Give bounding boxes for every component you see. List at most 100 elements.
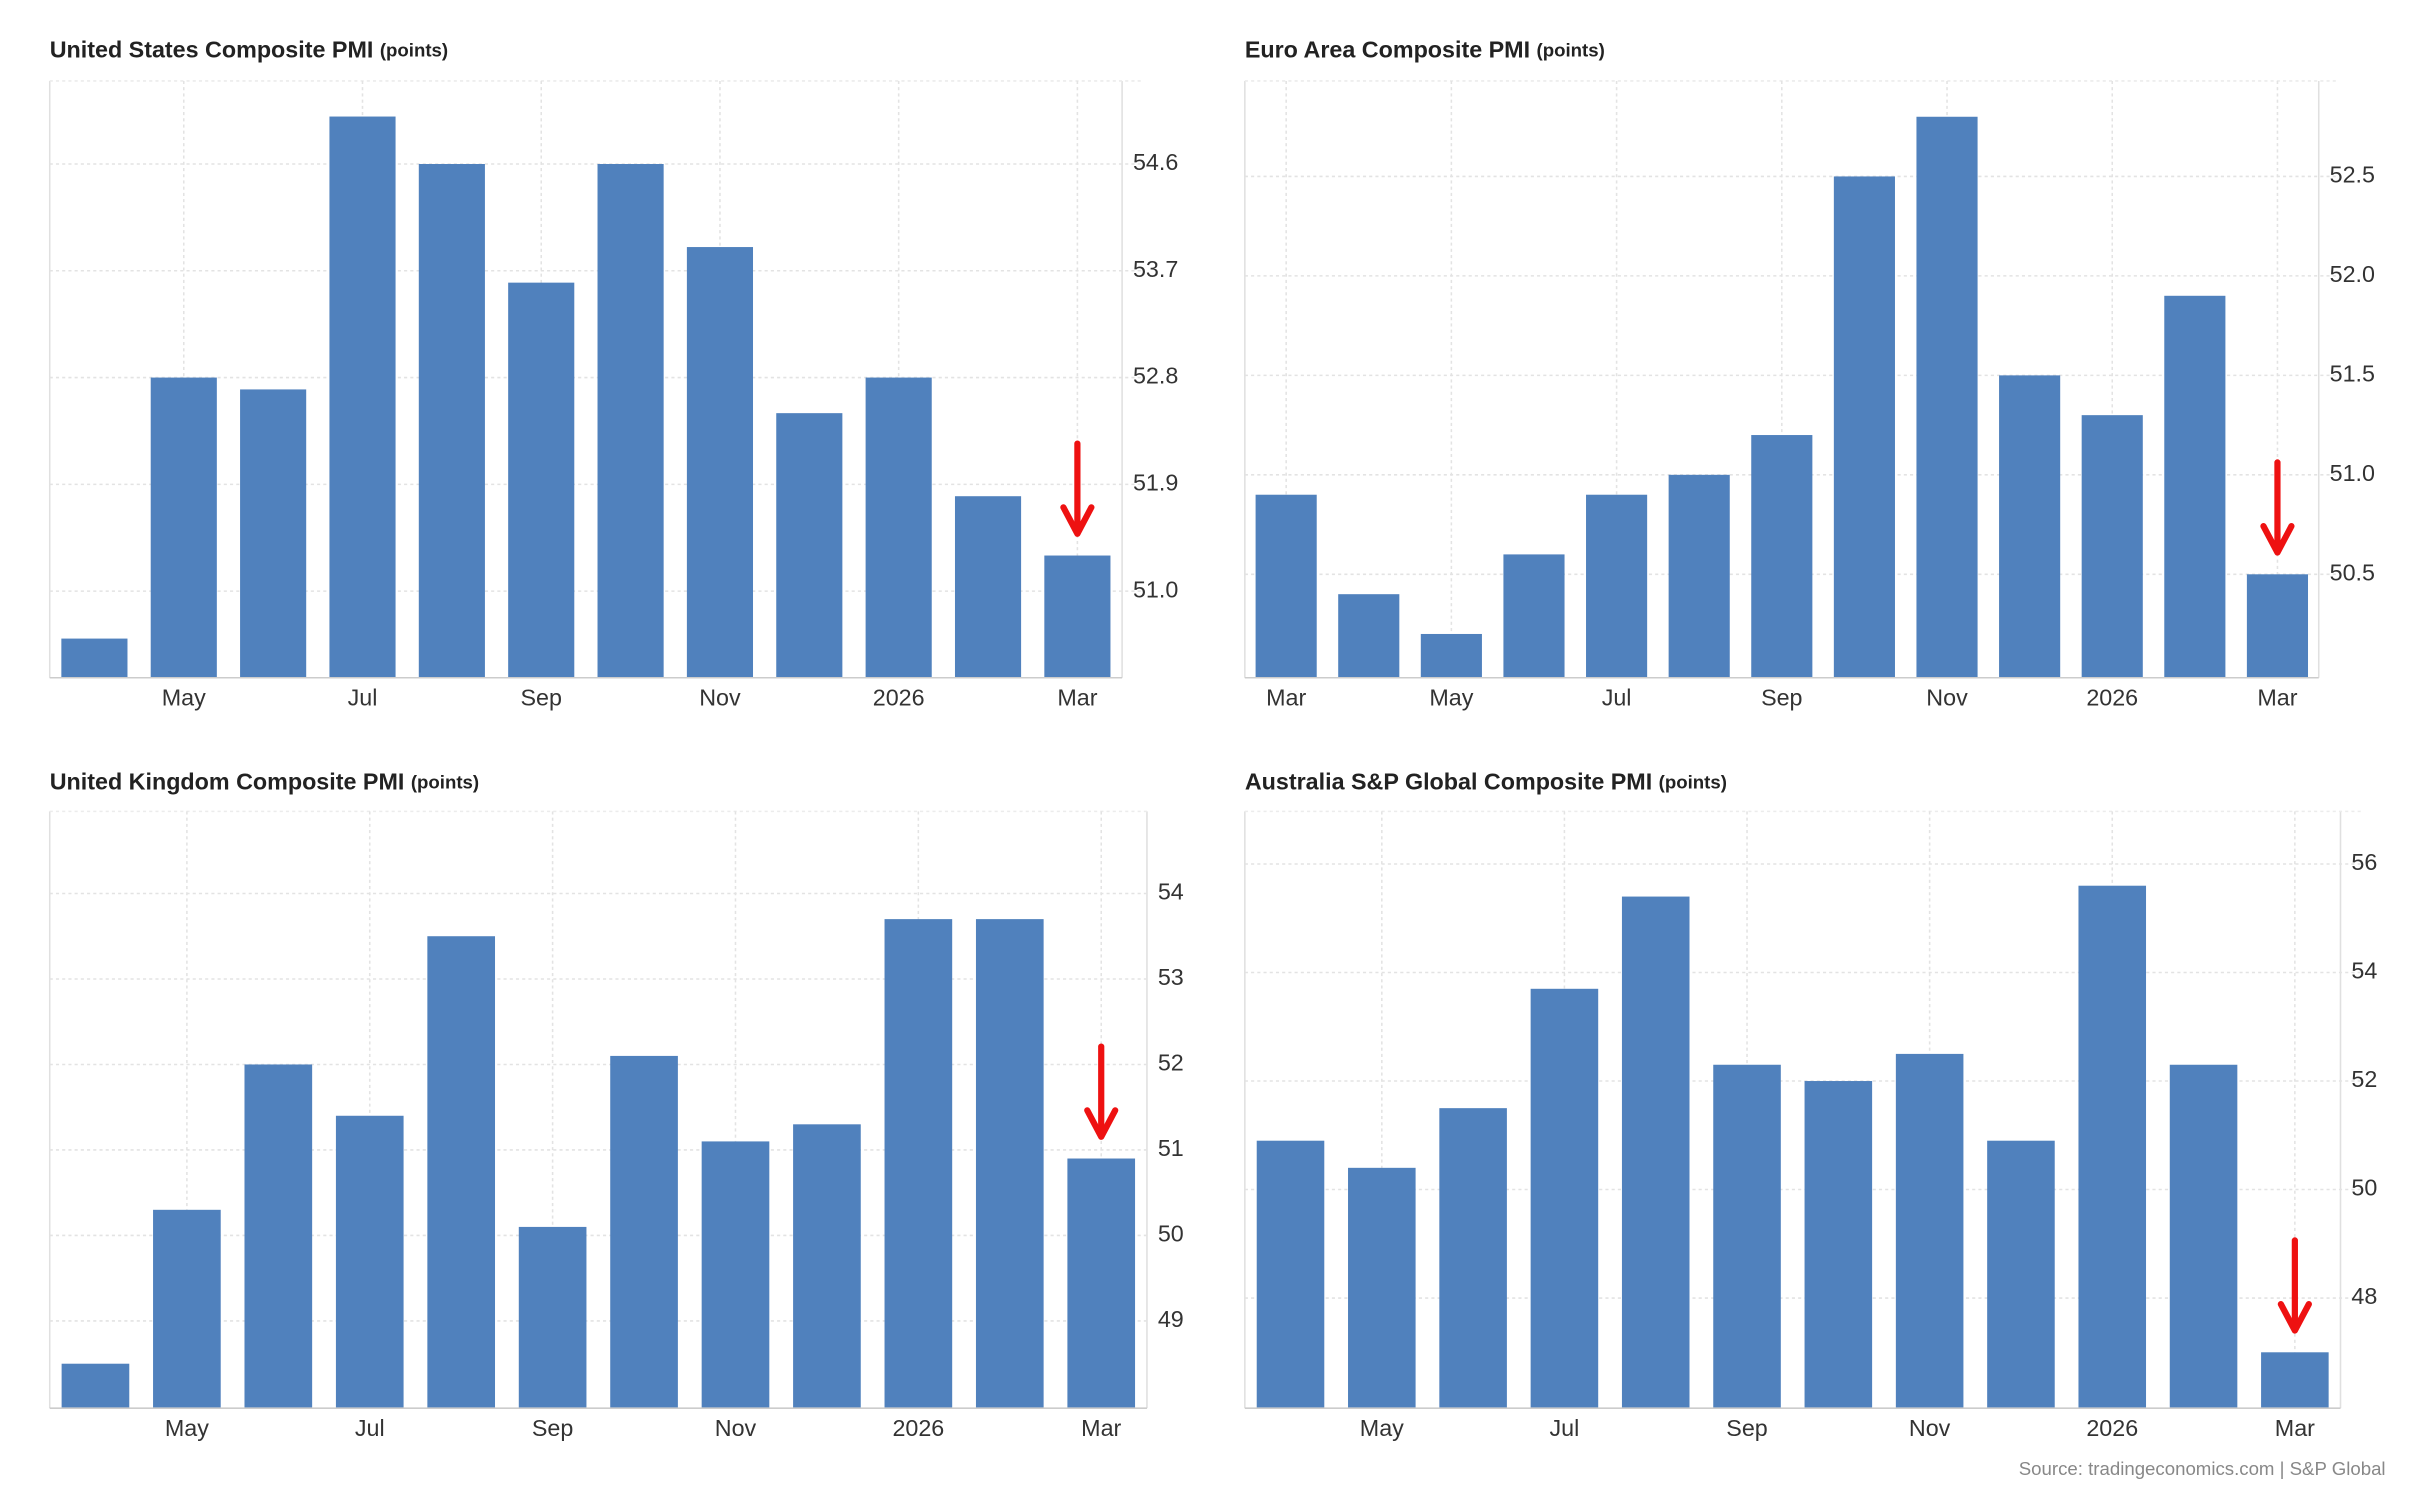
bar	[1668, 474, 1730, 678]
bar	[1804, 1081, 1873, 1409]
bar	[1895, 1053, 1964, 1409]
unit-text: (points)	[380, 39, 448, 60]
chart-title: Australia S&P Global Composite PMI (poin…	[1245, 769, 1727, 795]
bar	[1420, 633, 1482, 678]
bar	[1751, 435, 1813, 678]
bar	[335, 1115, 404, 1409]
bar	[153, 1209, 221, 1409]
bar	[865, 377, 932, 678]
x-tick-label: 2026	[2086, 1415, 2138, 1441]
x-tick-label: Sep	[532, 1415, 573, 1441]
y-tick-label: 54	[2351, 958, 2377, 984]
bar	[776, 413, 843, 678]
y-tick-label: 49	[1158, 1306, 1184, 1332]
bar	[884, 919, 953, 1409]
x-tick-label: Sep	[1726, 1415, 1767, 1441]
y-tick-label: 51.9	[1133, 469, 1178, 495]
bar	[1621, 896, 1690, 1409]
arrow-head	[2277, 1301, 2312, 1334]
bar	[2169, 1064, 2238, 1409]
y-tick-label: 56	[2351, 849, 2377, 875]
bar	[1439, 1108, 1507, 1409]
arrow-head	[1084, 1107, 1119, 1140]
bar	[1713, 1064, 1781, 1409]
bar	[686, 247, 754, 678]
y-tick-label: 54	[1158, 879, 1184, 905]
x-tick-label: Nov	[715, 1415, 757, 1441]
source-note: Source: tradingeconomics.com | S&P Globa…	[2019, 1458, 2386, 1479]
bar	[1999, 375, 2061, 678]
arrow-head	[2260, 523, 2295, 556]
unit-text: (points)	[1659, 771, 1727, 792]
bar	[240, 389, 307, 678]
x-tick-label: Mar	[2257, 685, 2297, 711]
y-tick-label: 50	[2351, 1175, 2377, 1201]
bar	[2078, 885, 2147, 1409]
bar	[793, 1124, 861, 1409]
y-tick-label: 48	[2351, 1283, 2377, 1309]
title-text: United Kingdom Composite PMI	[50, 769, 405, 795]
x-tick-label: Mar	[1081, 1415, 1121, 1441]
arrow-head	[1060, 504, 1095, 537]
bar	[329, 116, 396, 678]
bar	[1348, 1167, 1416, 1409]
unit-text: (points)	[1537, 39, 1605, 60]
bar	[1044, 555, 1111, 678]
y-tick-label: 51	[1158, 1135, 1184, 1161]
y-tick-label: 51.0	[2330, 460, 2375, 486]
bar	[150, 377, 217, 678]
bar	[701, 1141, 770, 1409]
y-tick-label: 52.8	[1133, 363, 1178, 389]
x-tick-label: 2026	[2086, 685, 2138, 711]
y-tick-label: 51.0	[1133, 576, 1178, 602]
x-tick-label: Mar	[2275, 1415, 2315, 1441]
bar	[2246, 574, 2309, 678]
x-tick-label: Nov	[1909, 1415, 1951, 1441]
x-tick-label: May	[1360, 1415, 1404, 1441]
x-tick-label: May	[1429, 685, 1473, 711]
y-tick-label: 53.7	[1133, 256, 1178, 282]
x-tick-label: Nov	[1926, 685, 1968, 711]
y-tick-label: 52	[1158, 1050, 1184, 1076]
bar	[1338, 594, 1400, 678]
x-tick-label: May	[165, 1415, 209, 1441]
y-tick-label: 52.0	[2330, 261, 2375, 287]
y-tick-label: 53	[1158, 964, 1184, 990]
bar	[2261, 1352, 2329, 1409]
bar	[518, 1226, 587, 1409]
bar	[2081, 415, 2143, 678]
bar	[244, 1064, 313, 1409]
bar	[1067, 1158, 1136, 1409]
x-tick-label: Sep	[520, 685, 561, 711]
x-tick-label: 2026	[873, 685, 925, 711]
bar	[1255, 494, 1317, 678]
bar	[61, 638, 128, 678]
bar	[1530, 988, 1599, 1409]
x-tick-label: Jul	[1602, 685, 1632, 711]
bar	[508, 282, 575, 678]
x-tick-label: 2026	[892, 1415, 944, 1441]
bar	[1586, 494, 1648, 678]
x-tick-label: Jul	[348, 685, 378, 711]
bar	[1987, 1140, 2055, 1409]
chart-title: United Kingdom Composite PMI (points)	[50, 769, 479, 795]
x-tick-label: Jul	[355, 1415, 385, 1441]
bar	[1256, 1140, 1325, 1409]
y-tick-label: 50	[1158, 1221, 1184, 1247]
bar	[975, 919, 1044, 1409]
bar	[61, 1363, 130, 1409]
x-tick-label: May	[162, 685, 206, 711]
y-tick-label: 52.5	[2330, 162, 2375, 188]
bar	[597, 164, 664, 678]
x-tick-label: Mar	[1266, 685, 1306, 711]
title-text: United States Composite PMI	[50, 37, 374, 63]
bar	[610, 1055, 678, 1409]
bar	[1916, 116, 1978, 678]
bar	[418, 164, 485, 678]
x-tick-label: Nov	[699, 685, 741, 711]
y-tick-label: 50.5	[2330, 559, 2375, 585]
chart-title: United States Composite PMI (points)	[50, 37, 448, 63]
x-tick-label: Jul	[1550, 1415, 1580, 1441]
bar	[1833, 176, 1895, 678]
